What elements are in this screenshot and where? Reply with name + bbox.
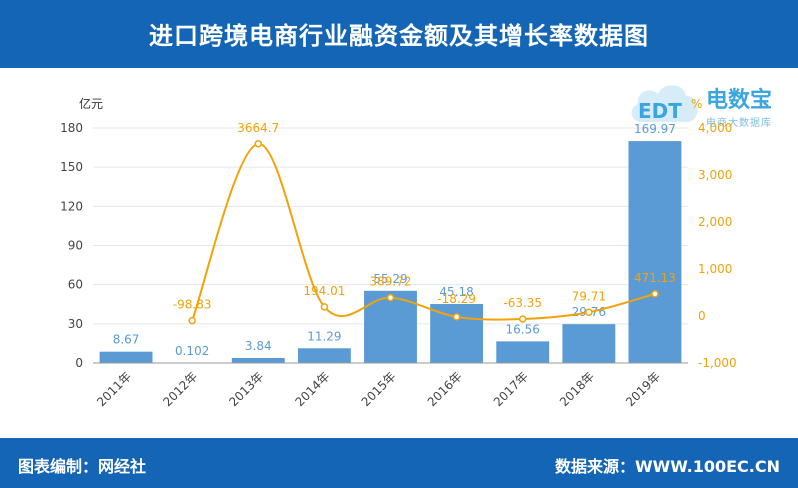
x-tick-label: 2013年 xyxy=(226,369,266,409)
line-value-label: 3664.7 xyxy=(237,121,279,135)
logo-brand: 电数宝 xyxy=(706,88,773,113)
y2-tick-label: 1,000 xyxy=(698,262,732,276)
y2-tick-label: -1,000 xyxy=(698,356,737,370)
bar xyxy=(99,351,153,363)
title-bar: 进口跨境电商行业融资金额及其增长率数据图 xyxy=(0,0,798,68)
line-point xyxy=(254,140,263,148)
line-value-label: 79.71 xyxy=(572,289,606,303)
y2-tick-label: 2,000 xyxy=(698,215,732,229)
y-tick-label: 90 xyxy=(68,239,83,253)
x-tick-label: 2016年 xyxy=(425,369,465,409)
x-tick-label: 2014年 xyxy=(293,369,333,409)
logo: EDT 电数宝 电商大数据库 xyxy=(628,76,793,132)
footer-compiler: 图表编制：网经社 xyxy=(18,457,147,476)
line-value-label: -63.35 xyxy=(503,296,542,310)
x-tick-label: 2011年 xyxy=(94,369,134,409)
cloud-logo-icon: EDT xyxy=(631,85,698,123)
y2-tick-label: 0 xyxy=(698,309,706,323)
bar xyxy=(297,348,351,363)
bar xyxy=(562,324,616,363)
logo-slogan: 电商大数据库 xyxy=(706,118,772,129)
bar-value-label: 11.29 xyxy=(307,329,341,343)
x-tick-label: 2012年 xyxy=(160,369,200,409)
bar-value-label: 55.29 xyxy=(373,272,407,286)
chart-title: 进口跨境电商行业融资金额及其增长率数据图 xyxy=(149,22,649,50)
bar xyxy=(628,141,682,363)
line-value-label: -98.83 xyxy=(173,298,212,312)
line-point xyxy=(651,290,659,298)
line-value-label: -18.29 xyxy=(437,292,476,306)
line-value-label: 471.13 xyxy=(634,271,676,285)
bar-value-label: 16.56 xyxy=(506,322,540,336)
footer-source: 数据来源：WWW.100EC.CN xyxy=(554,457,780,476)
line-point xyxy=(585,308,593,317)
x-tick-label: 2017年 xyxy=(491,369,531,409)
y-tick-label: 150 xyxy=(60,160,83,174)
line-value-label: 389.72 xyxy=(370,275,412,289)
y2-axis-label: % xyxy=(691,97,702,111)
line-point xyxy=(518,315,527,323)
y-axis-label: 亿元 xyxy=(79,96,103,111)
bar-value-label: 169.97 xyxy=(634,122,676,136)
y-tick-label: 60 xyxy=(68,278,83,292)
chart-area: 0 30 60 90 120 150 180 -1,000 0 1,000 2,000 3,000 4,… xyxy=(60,96,737,409)
y-tick-label: 120 xyxy=(60,199,83,213)
footer-bar: 图表编制：网经社 数据来源：WWW.100EC.CN xyxy=(0,438,798,488)
y-tick-label: 30 xyxy=(68,317,83,331)
x-tick-label: 2018年 xyxy=(557,369,597,409)
x-tick-label: 2019年 xyxy=(623,369,663,409)
bar-value-label: 3.84 xyxy=(245,339,272,353)
y2-tick-label: 4,000 xyxy=(698,121,732,135)
bar xyxy=(496,341,550,363)
line-point xyxy=(386,293,395,302)
bar xyxy=(231,357,285,363)
bar-value-label: 0.102 xyxy=(175,344,209,358)
y-tick-label: 180 xyxy=(60,121,83,135)
line-value-label: 194.01 xyxy=(303,284,345,298)
x-tick-label: 2015年 xyxy=(359,369,399,409)
y2-tick-label: 3,000 xyxy=(698,168,732,182)
bar-value-label: 8.67 xyxy=(113,333,140,347)
logo-mark: EDT xyxy=(638,99,682,123)
line-point xyxy=(320,303,329,311)
line-point xyxy=(452,313,461,321)
line-point xyxy=(188,316,196,325)
bar-value-label: 45.18 xyxy=(439,285,473,299)
y-tick-label: 0 xyxy=(75,356,83,370)
